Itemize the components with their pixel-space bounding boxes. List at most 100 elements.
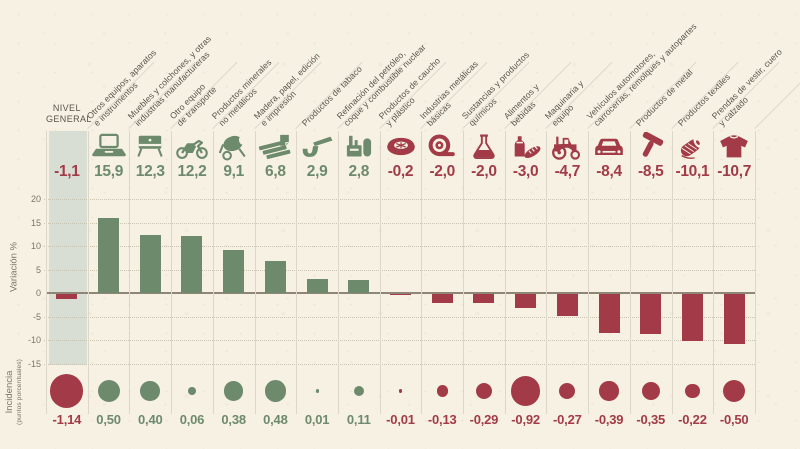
variation-bar (56, 294, 78, 300)
incidence-axis-title: Incidencia (puntos porcentuales) (3, 359, 24, 425)
incidence-value: -1,14 (52, 412, 82, 427)
refinery-icon (340, 132, 378, 162)
variation-value: 2,9 (306, 163, 328, 180)
incidence-value: -0,35 (636, 412, 666, 427)
incidence-axis-title-main: Incidencia (3, 370, 15, 414)
variation-value: -4,7 (554, 163, 581, 180)
hammer-icon (632, 132, 670, 162)
column-separator (212, 131, 214, 414)
incidence-bubble (188, 387, 196, 395)
column-separator (671, 131, 673, 414)
variation-value: -10,7 (717, 163, 752, 180)
tick-label: -5 (32, 311, 41, 322)
variation-bar (264, 261, 286, 293)
column-separator (504, 131, 506, 414)
variation-value: -2,0 (429, 163, 455, 180)
column-separator (337, 131, 339, 414)
column-separator (254, 131, 256, 414)
column-separator (421, 131, 423, 414)
tick-label: -10 (27, 335, 41, 345)
tick-label: 15 (30, 217, 41, 228)
tick-label: -15 (27, 358, 41, 369)
variation-bar (515, 294, 537, 309)
grid-line (44, 269, 755, 271)
column-separator (755, 131, 756, 414)
variation-value: 2,8 (348, 163, 370, 180)
incidence-value: 0,11 (346, 412, 371, 427)
incidence-bubble (685, 383, 700, 399)
variation-value: 12,2 (177, 163, 207, 180)
tick-label: 0 (35, 288, 41, 298)
grid-line (44, 363, 755, 365)
incidence-bubble (475, 382, 493, 400)
wood-paper-icon (256, 132, 294, 162)
food-drink-icon (507, 132, 545, 162)
column-separator (379, 131, 381, 414)
grid-line (44, 316, 755, 318)
variation-bar (473, 294, 495, 304)
variation-bar (390, 294, 411, 296)
zero-line (46, 292, 755, 294)
variation-value: -10,1 (675, 163, 710, 180)
column-separator (87, 131, 89, 414)
incidence-value: -0,29 (469, 412, 499, 427)
variation-value: -2,0 (471, 163, 497, 180)
column-separator (46, 131, 47, 414)
variation-bar (640, 294, 662, 334)
incidence-bubble (398, 389, 403, 393)
variation-value: -8,4 (596, 163, 622, 180)
incidence-value: 0,50 (96, 412, 121, 427)
variation-bar (598, 294, 620, 334)
incidence-value: 0,38 (221, 412, 246, 427)
incidence-value: 0,06 (179, 412, 205, 427)
incidence-bubble (723, 380, 746, 402)
incidence-value: -0,22 (678, 412, 707, 427)
variation-value: -1,1 (54, 163, 80, 180)
variation-value: -0,2 (387, 163, 414, 180)
incidence-bubble (436, 385, 448, 397)
incidence-bubble (140, 381, 161, 401)
incidence-bubble (641, 381, 660, 401)
grid-line (44, 222, 755, 224)
incidence-value: 0,48 (263, 412, 288, 427)
incidence-value: -0,13 (427, 412, 457, 427)
incidence-axis-title-sub: (puntos porcentuales) (15, 359, 23, 425)
incidence-bubble (559, 382, 576, 400)
variation-value: 15,9 (94, 163, 124, 180)
variation-bar (723, 294, 745, 345)
incidence-bubble (264, 380, 287, 402)
general-band (49, 131, 87, 365)
column-separator (588, 131, 590, 414)
variation-bar (306, 279, 328, 293)
incidence-bubble (315, 389, 319, 393)
variation-value: 12,3 (135, 163, 165, 180)
category-label: Maquinaria y equipo (543, 78, 586, 128)
variation-value: 6,8 (265, 163, 286, 180)
grid-line (44, 246, 755, 247)
tick-label: 10 (30, 241, 41, 251)
column-separator (629, 131, 631, 414)
incidence-value: -0,01 (386, 412, 415, 427)
incidence-value: -0,50 (719, 412, 749, 427)
variation-bar (681, 294, 703, 342)
incidence-value: -0,27 (553, 412, 582, 427)
column-separator (713, 131, 715, 414)
sweater-icon (715, 132, 753, 162)
column-separator (463, 131, 465, 414)
motorcycle-icon (173, 132, 211, 162)
incidence-bubble (97, 380, 120, 402)
tick-label: 20 (30, 194, 41, 204)
car-icon (590, 132, 628, 162)
variation-bar (556, 294, 578, 317)
incidence-value: -0,39 (594, 412, 624, 427)
thread-spool-icon (673, 132, 711, 162)
column-separator (171, 131, 173, 414)
variation-bar (223, 250, 245, 293)
chemical-flask-icon (465, 132, 503, 162)
variation-value: -8,5 (637, 163, 664, 180)
tick-label: 5 (35, 264, 41, 275)
tire-icon (382, 132, 420, 162)
column-separator (546, 131, 548, 414)
grid-line (44, 199, 755, 200)
